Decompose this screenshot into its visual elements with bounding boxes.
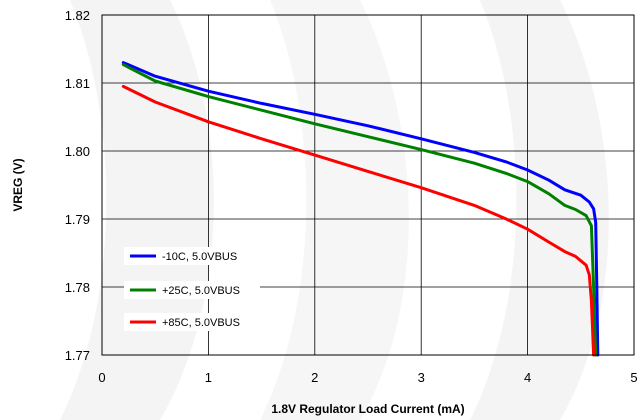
watermark-shape xyxy=(260,0,409,420)
y-axis-title: VREG (V) xyxy=(11,158,25,211)
legend-background xyxy=(124,247,260,265)
legend-label: +25C, 5.0VBUS xyxy=(162,285,240,297)
y-tick-label: 1.81 xyxy=(65,76,90,91)
y-tick-labels: 1.77 1.78 1.79 1.80 1.81 1.82 xyxy=(65,8,90,363)
legend-background xyxy=(124,313,260,331)
plot-frame xyxy=(101,14,635,356)
series-line xyxy=(121,63,598,357)
y-tick-label: 1.80 xyxy=(65,144,90,159)
legend-label: +85C, 5.0VBUS xyxy=(162,317,240,329)
x-axis-title: 1.8V Regulator Load Current (mA) xyxy=(271,402,464,416)
legend-label: -10C, 5.0VBUS xyxy=(162,251,237,263)
x-tick-label: 3 xyxy=(418,370,425,385)
y-tick-label: 1.79 xyxy=(65,212,90,227)
plot-border xyxy=(101,14,635,356)
series-line xyxy=(121,61,600,357)
x-tick-label: 4 xyxy=(524,370,531,385)
y-tick-label: 1.78 xyxy=(65,280,90,295)
watermark-shape xyxy=(470,0,609,420)
legend-background xyxy=(124,281,260,299)
x-tick-labels: 0 1 2 3 4 5 xyxy=(98,370,637,385)
x-tick-label: 2 xyxy=(311,370,318,385)
series-line xyxy=(121,84,596,357)
x-tick-label: 1 xyxy=(205,370,212,385)
y-tick-label: 1.77 xyxy=(65,348,90,363)
x-tick-label: 0 xyxy=(98,370,105,385)
x-tick-label: 5 xyxy=(630,370,637,385)
y-tick-label: 1.82 xyxy=(65,8,90,23)
legend: -10C, 5.0VBUS +25C, 5.0VBUS +85C, 5.0VBUS xyxy=(124,247,260,331)
background-watermark xyxy=(60,0,609,420)
series-lines xyxy=(121,61,600,357)
